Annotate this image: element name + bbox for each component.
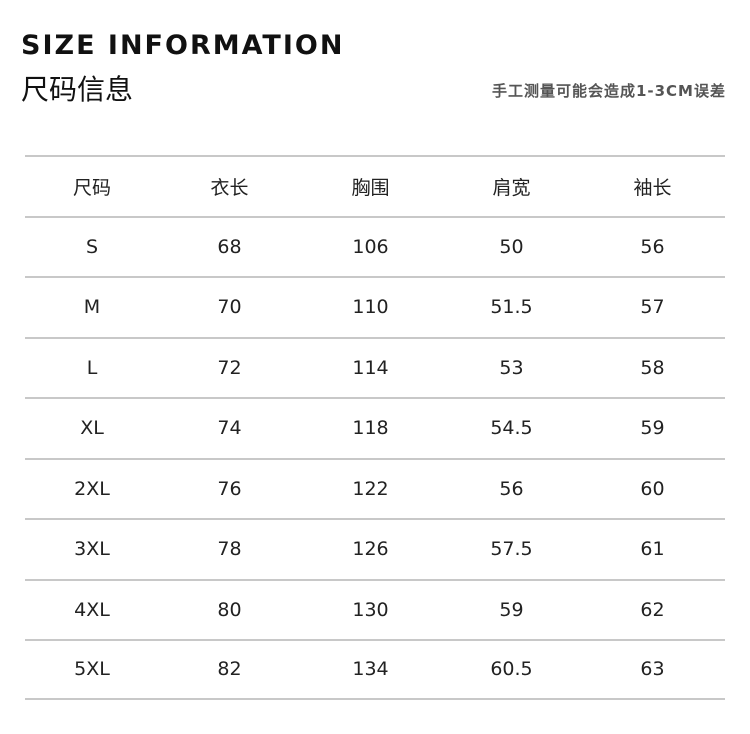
table-cell: 72 [217, 356, 242, 379]
table-row: 3XL 78 126 57.5 61 [25, 518, 725, 579]
table-cell: 134 [352, 658, 389, 681]
table-cell: 2XL [74, 477, 110, 500]
column-header: 尺码 [72, 176, 111, 199]
table-cell: 54.5 [490, 417, 533, 440]
table-cell: 3XL [74, 538, 110, 561]
table-row: 5XL 82 134 60.5 63 [25, 639, 725, 700]
table-cell: 126 [352, 538, 389, 561]
table-cell: 63 [640, 658, 665, 681]
size-table: 尺码 衣长 胸围 肩宽 袖长 S 68 106 50 56 M 70 110 51.5 57 L 72 114 53… [25, 155, 725, 700]
column-header: 肩宽 [492, 176, 531, 199]
column-header: 胸围 [351, 176, 390, 199]
page-title-en: SIZE INFORMATION [21, 30, 345, 61]
table-cell: 70 [217, 296, 242, 319]
table-cell: 56 [640, 235, 665, 258]
table-cell: 58 [640, 356, 665, 379]
table-cell: 4XL [74, 598, 110, 621]
table-row: S 68 106 50 56 [25, 215, 725, 277]
table-cell: 68 [217, 235, 242, 258]
table-cell: 78 [217, 538, 242, 561]
table-row: 4XL 80 130 59 62 [25, 578, 725, 640]
table-cell: 122 [352, 477, 389, 500]
table-cell: 80 [217, 598, 242, 621]
column-header: 袖长 [633, 176, 672, 199]
table-cell: 59 [640, 417, 665, 440]
table-cell: 74 [217, 417, 242, 440]
table-cell: 106 [352, 235, 389, 258]
table-cell: 82 [217, 658, 242, 681]
table-cell: L [86, 356, 98, 379]
table-cell: 5XL [74, 658, 110, 681]
table-cell: XL [80, 417, 104, 440]
table-row: L 72 114 53 58 [25, 336, 725, 398]
table-cell: 50 [499, 235, 524, 258]
table-cell: 130 [352, 598, 389, 621]
table-cell: S [85, 235, 99, 258]
table-row: 2XL 76 122 56 60 [25, 457, 725, 519]
column-header: 衣长 [210, 176, 249, 199]
page-title-cn: 尺码信息 [21, 73, 134, 106]
table-cell: 53 [499, 356, 524, 379]
table-cell: 60.5 [490, 658, 533, 681]
table-cell: 57.5 [490, 538, 533, 561]
table-row: XL 74 118 54.5 59 [25, 397, 725, 458]
table-cell: 61 [640, 538, 665, 561]
table-cell: 118 [352, 417, 389, 440]
table-cell: 59 [499, 598, 524, 621]
table-cell: 62 [640, 598, 665, 621]
table-row: M 70 110 51.5 57 [25, 276, 725, 337]
table-cell: 114 [352, 356, 389, 379]
table-cell: 56 [499, 477, 524, 500]
table-cell: 57 [640, 296, 665, 319]
measurement-note: 手工测量可能会造成1-3CM误差 [491, 82, 726, 100]
table-cell: 76 [217, 477, 242, 500]
table-cell: M [83, 296, 101, 319]
table-cell: 60 [640, 477, 665, 500]
table-header-row: 尺码 衣长 胸围 肩宽 袖长 [25, 155, 725, 216]
table-cell: 51.5 [490, 296, 533, 319]
table-cell: 110 [352, 296, 389, 319]
